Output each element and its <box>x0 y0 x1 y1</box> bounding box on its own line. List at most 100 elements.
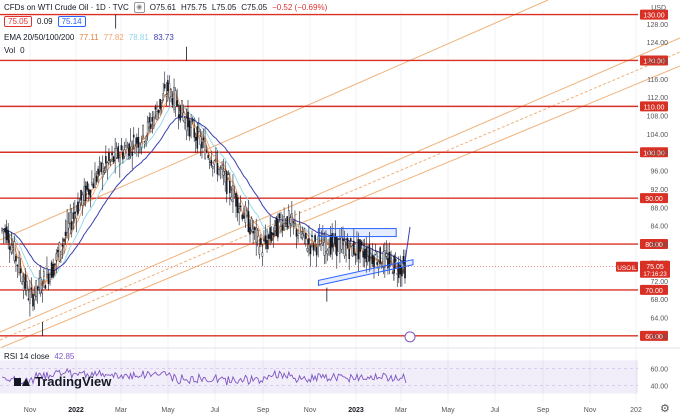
candle-body <box>272 232 275 236</box>
candle-body <box>167 80 169 92</box>
candle-body <box>242 215 245 219</box>
candle-body <box>211 166 214 169</box>
candle-body <box>159 99 161 109</box>
ema-200-value: 83.73 <box>153 33 174 42</box>
candle-body <box>385 253 388 257</box>
candle-body <box>311 235 313 237</box>
candle-body <box>332 236 335 244</box>
triangle-top-band <box>317 228 397 238</box>
candle-body <box>80 189 82 201</box>
candle-body <box>185 118 188 131</box>
candle-body <box>170 89 172 97</box>
volume-legend[interactable]: Vol 0 <box>4 46 25 55</box>
candle-body <box>94 173 96 188</box>
vol-label: Vol <box>4 46 16 55</box>
candle-body <box>114 148 116 161</box>
candle-body <box>342 239 344 241</box>
ema-legend[interactable]: EMA 20/50/100/200 77.11 77.82 78.81 83.7… <box>4 33 174 42</box>
candle-body <box>108 152 110 161</box>
candle-body <box>269 227 271 240</box>
candle-body <box>343 240 346 257</box>
candle-body <box>43 271 45 277</box>
candle-body <box>145 136 147 142</box>
candle-body <box>376 262 378 265</box>
candle-body <box>274 220 276 226</box>
candle-body <box>103 170 106 173</box>
candle-body <box>128 143 130 156</box>
symbol-title[interactable]: CFDs on WTI Crude Oil · 1D · TVC <box>4 3 129 12</box>
candle-body <box>19 268 22 274</box>
candle-body <box>207 155 209 159</box>
candle-body <box>331 232 333 248</box>
candle-body <box>297 235 299 239</box>
candle-body <box>244 205 247 223</box>
candle-body <box>86 181 89 190</box>
candle-body <box>367 256 369 263</box>
candle-body <box>359 239 361 252</box>
time-tick-label: 2023 <box>348 407 364 414</box>
candle-body <box>277 219 279 238</box>
candle-body <box>81 194 84 206</box>
candle-body <box>323 242 326 256</box>
buy-button[interactable]: 75.14 <box>57 16 86 27</box>
candle-body <box>35 280 37 297</box>
ema-line <box>1 93 406 291</box>
candle-body <box>156 111 158 120</box>
candle-body <box>153 116 155 127</box>
candle-body <box>38 277 40 288</box>
candle-body <box>260 237 262 245</box>
candle-body <box>160 99 163 103</box>
level-tag <box>640 193 668 204</box>
candle-body <box>306 247 309 252</box>
candle-body <box>365 247 368 263</box>
candle-body <box>44 285 47 289</box>
level-tag <box>640 101 668 112</box>
candle-body <box>356 242 358 255</box>
candle-body <box>229 181 231 194</box>
candle-body <box>111 152 113 156</box>
candle-body <box>354 253 357 256</box>
price-tick-label: 88.00 <box>650 205 668 212</box>
candle-body <box>241 214 244 220</box>
candle-body <box>129 141 132 148</box>
price-tick-label: 128.00 <box>647 22 669 29</box>
candle-body <box>142 125 144 136</box>
tradingview-logo[interactable]: TradingView <box>14 374 111 389</box>
candle-body <box>95 175 98 182</box>
candle-body <box>196 126 199 149</box>
rsi-legend[interactable]: RSI 14 close 42.85 <box>4 352 74 361</box>
candle-body <box>362 251 364 258</box>
candle-body <box>7 230 9 243</box>
candle-body <box>16 265 19 267</box>
chart-grid <box>29 10 637 403</box>
candle-body <box>339 239 341 254</box>
candle-body <box>29 291 31 304</box>
price-tick-label: 96.00 <box>650 169 668 176</box>
gear-icon[interactable]: ⚙ <box>660 403 670 415</box>
candle-body <box>60 251 62 255</box>
candle-body <box>284 222 287 225</box>
candle-body <box>227 173 230 175</box>
candle-body <box>261 252 264 257</box>
candle-body <box>69 212 71 224</box>
candle-body <box>373 256 375 268</box>
candle-body <box>348 249 351 259</box>
level-label: 90.00 <box>645 196 663 203</box>
candle-body <box>137 136 140 148</box>
candle-body <box>126 147 129 160</box>
eye-icon[interactable]: ◉ <box>133 2 145 13</box>
rsi-band <box>0 360 638 394</box>
sell-button[interactable]: 75.05 <box>4 16 33 27</box>
rsi-pane: 60.00 40.00 <box>0 347 680 394</box>
candle-body <box>4 228 6 233</box>
time-tick-label: Jul <box>211 407 220 414</box>
candle-body <box>49 274 51 282</box>
candle-body <box>289 217 292 224</box>
rising-channel <box>0 0 680 349</box>
candle-body <box>401 267 403 277</box>
candle-body <box>247 211 250 233</box>
price-tick-label: 80.00 <box>650 242 668 249</box>
candle-body <box>286 216 289 228</box>
candle-body <box>89 189 92 198</box>
